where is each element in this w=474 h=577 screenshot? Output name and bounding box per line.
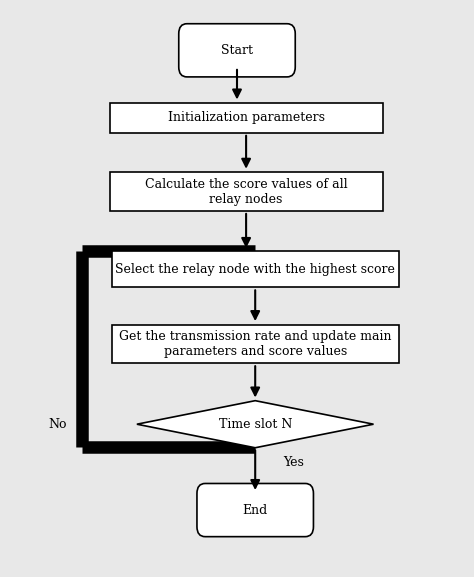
FancyBboxPatch shape — [197, 484, 313, 537]
FancyBboxPatch shape — [179, 24, 295, 77]
Text: End: End — [243, 504, 268, 516]
Bar — [109, 103, 383, 133]
Text: No: No — [48, 418, 66, 430]
Bar — [112, 324, 399, 364]
Text: Start: Start — [221, 44, 253, 57]
Bar — [109, 172, 383, 211]
Text: Calculate the score values of all
relay nodes: Calculate the score values of all relay … — [145, 178, 347, 205]
Polygon shape — [137, 400, 374, 448]
Text: Time slot N: Time slot N — [219, 418, 292, 430]
Text: Yes: Yes — [283, 456, 304, 470]
Text: Initialization parameters: Initialization parameters — [168, 111, 325, 125]
Bar — [112, 251, 399, 287]
Text: Select the relay node with the highest score: Select the relay node with the highest s… — [115, 263, 395, 276]
Text: Get the transmission rate and update main
parameters and score values: Get the transmission rate and update mai… — [119, 330, 392, 358]
